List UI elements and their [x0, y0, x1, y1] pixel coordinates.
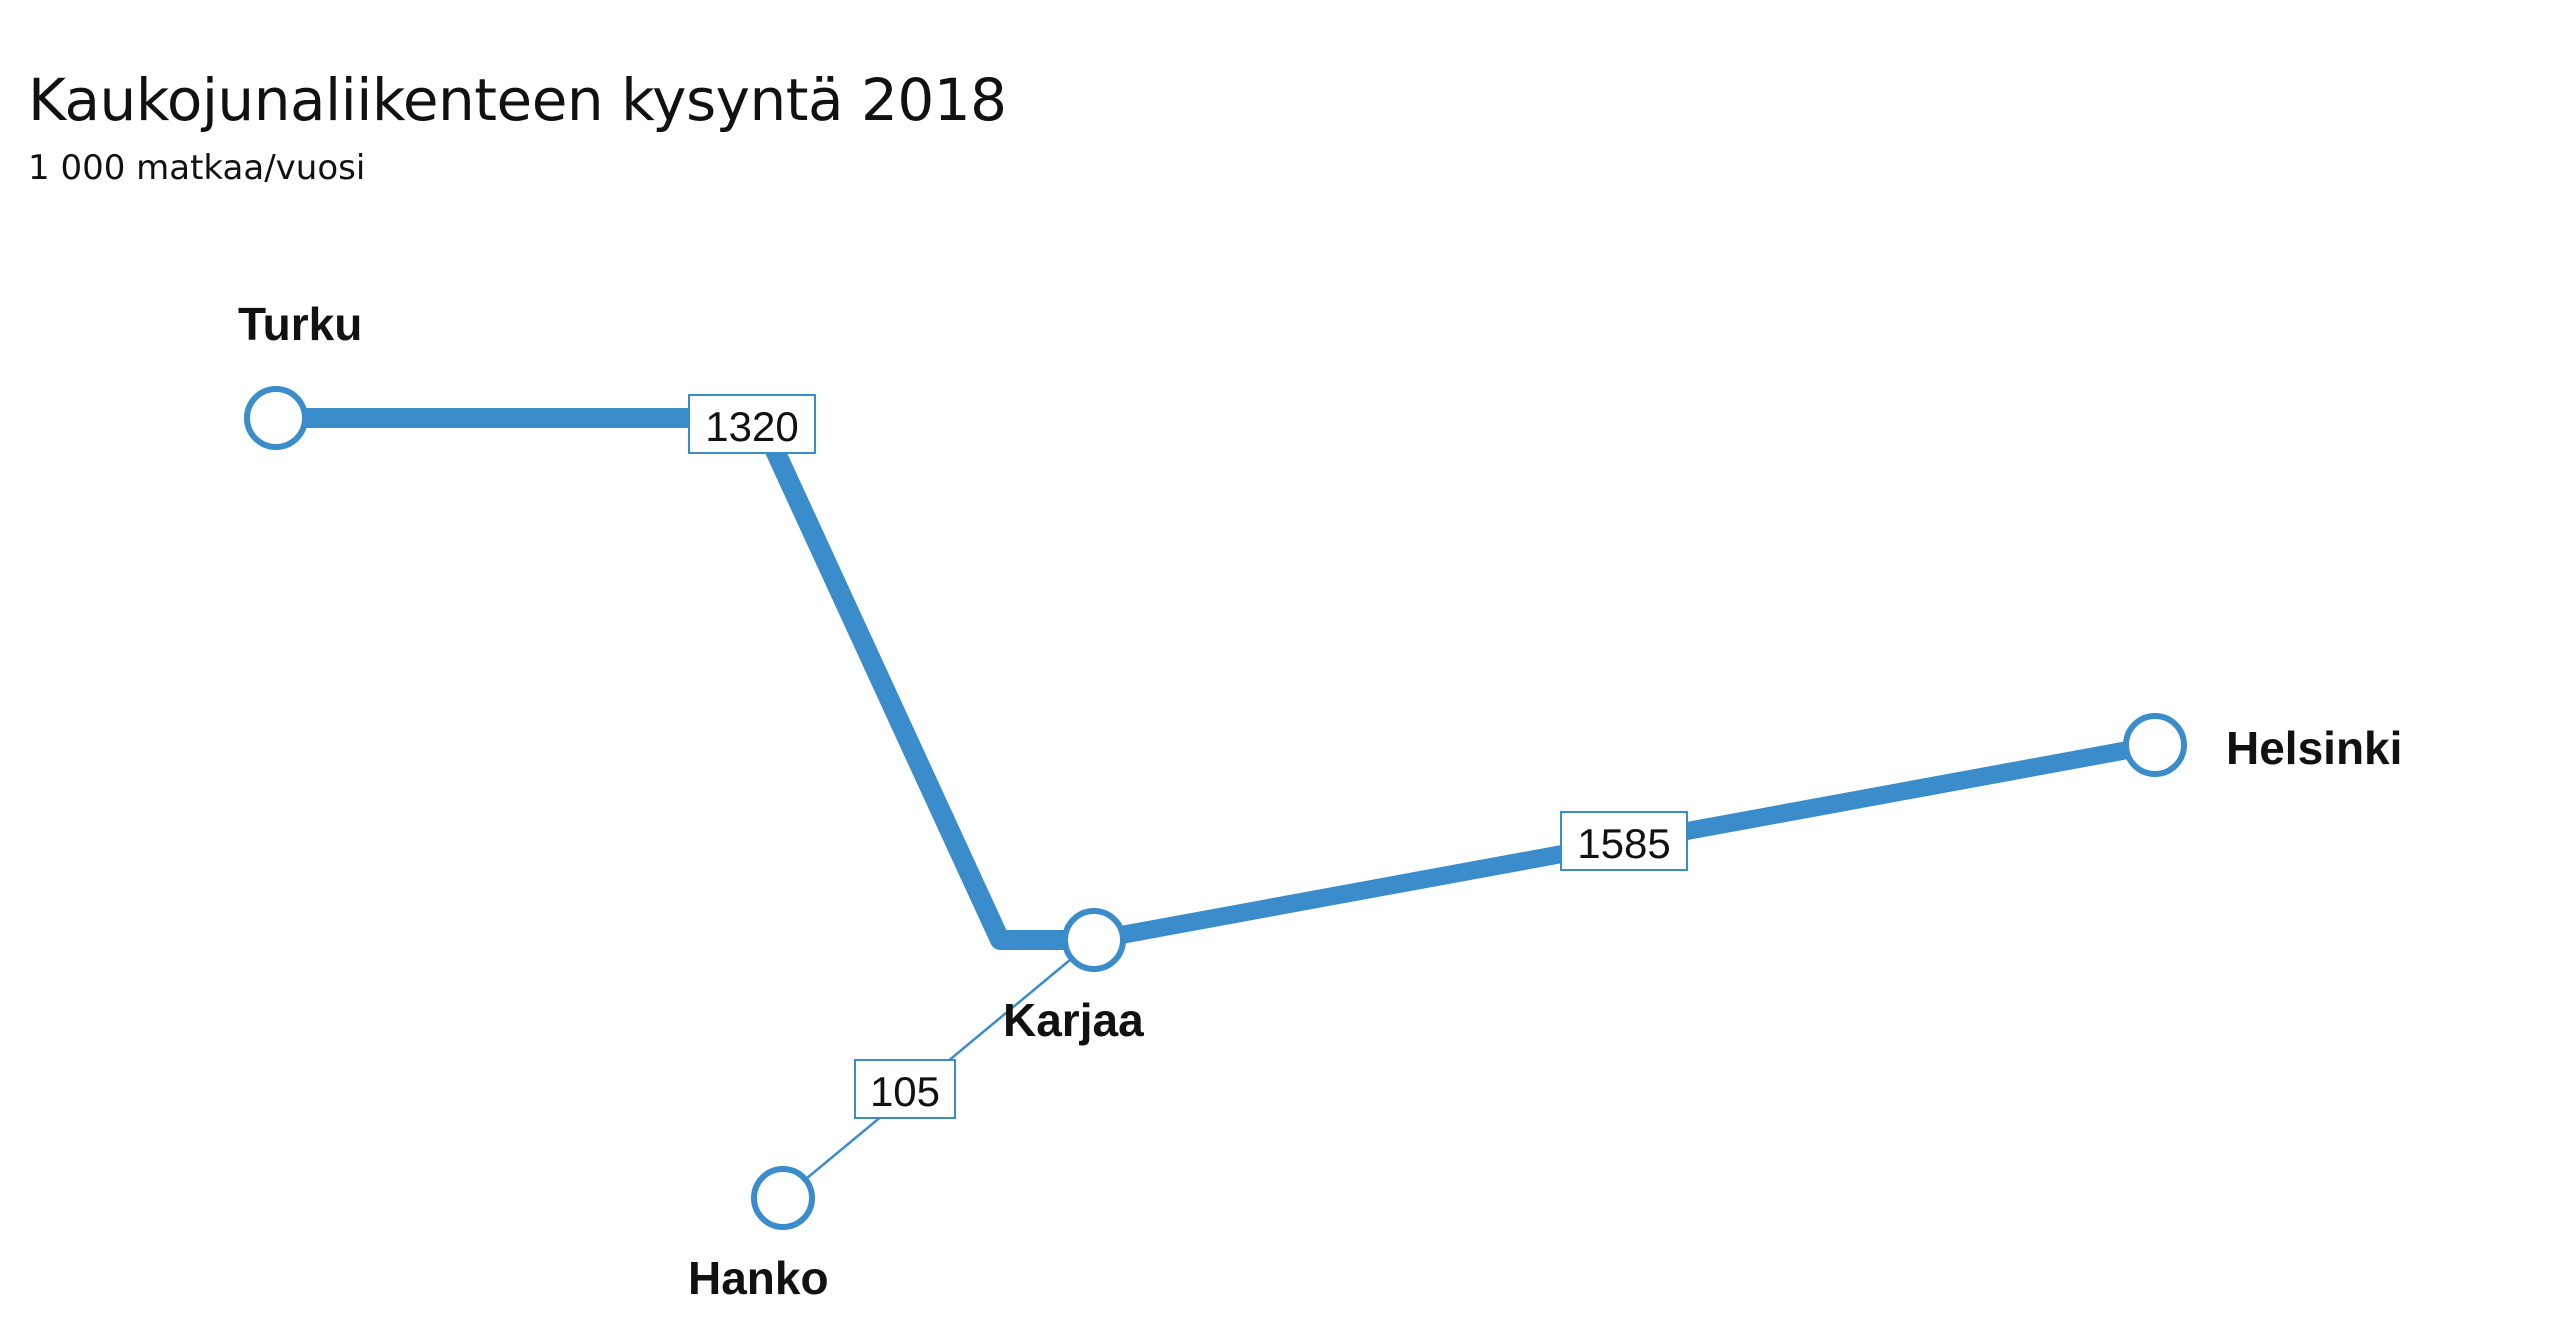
station-label-hanko: Hanko	[688, 1252, 829, 1304]
value-label-turku-karjaa: 1320	[688, 394, 816, 454]
chart-title: Kaukojunaliikenteen kysyntä 2018	[28, 66, 1007, 134]
station-labels: Turku Karjaa Hanko Helsinki	[238, 298, 2402, 1304]
station-nodes	[244, 386, 2187, 1230]
station-node-turku	[244, 386, 308, 450]
value-text-hanko-karjaa: 105	[870, 1068, 940, 1115]
route-turku-karjaa	[266, 408, 1104, 950]
station-label-helsinki: Helsinki	[2226, 722, 2402, 774]
value-label-hanko-karjaa: 105	[854, 1059, 956, 1119]
value-text-karjaa-helsinki: 1585	[1577, 820, 1670, 867]
segment-value-labels: 1320 1585 105	[688, 394, 1688, 1119]
station-label-turku: Turku	[238, 298, 362, 350]
station-node-hanko	[751, 1166, 815, 1230]
value-text-turku-karjaa: 1320	[705, 403, 798, 450]
station-node-karjaa	[1062, 908, 1126, 972]
station-label-karjaa: Karjaa	[1003, 994, 1144, 1046]
chart-subtitle: 1 000 matkaa/vuosi	[28, 148, 366, 188]
value-label-karjaa-helsinki: 1585	[1560, 811, 1688, 871]
station-node-helsinki	[2123, 713, 2187, 777]
route-lines	[266, 408, 2164, 1199]
